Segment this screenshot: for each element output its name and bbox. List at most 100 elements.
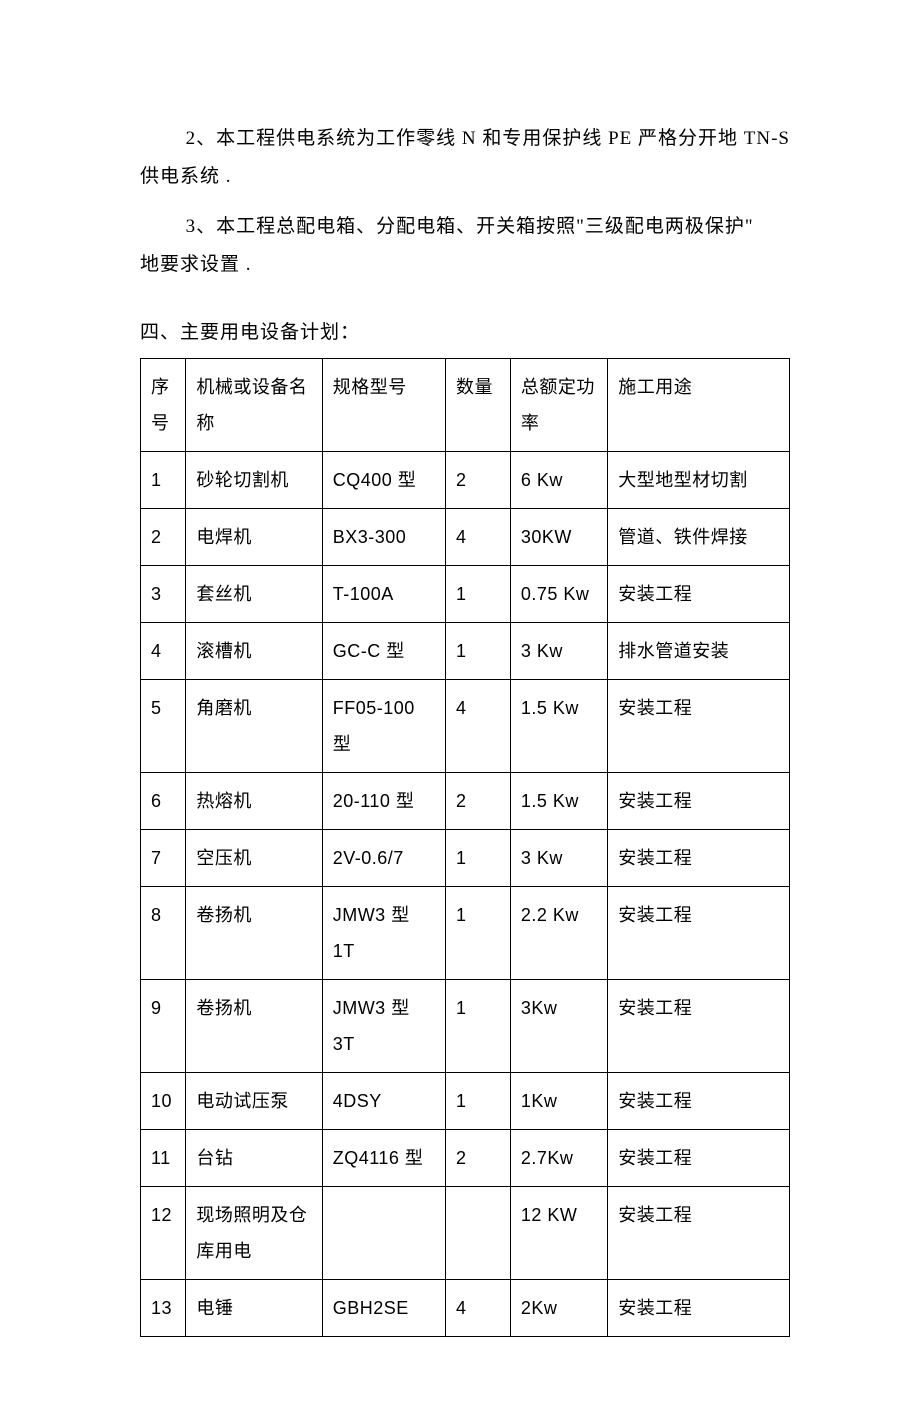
cell-use: 安装工程 — [608, 680, 790, 773]
cell-qty: 2 — [446, 1130, 511, 1187]
cell-qty: 2 — [446, 773, 511, 830]
cell-name: 电焊机 — [186, 509, 322, 566]
table-row: 11台钻ZQ4116 型22.7Kw安装工程 — [141, 1130, 790, 1187]
cell-use: 安装工程 — [608, 1130, 790, 1187]
table-row: 4滚槽机GC-C 型13 Kw排水管道安装 — [141, 623, 790, 680]
cell-seq: 9 — [141, 980, 186, 1073]
table-row: 8卷扬机JMW3 型 1T12.2 Kw安装工程 — [141, 887, 790, 980]
equipment-plan-table: 序号 机械或设备名称 规格型号 数量 总额定功率 施工用途 1砂轮切割机CQ40… — [140, 358, 790, 1337]
cell-qty: 4 — [446, 509, 511, 566]
section-4-title: 四、主要用电设备计划： — [140, 314, 790, 352]
equipment-table-body: 1砂轮切割机CQ400 型26 Kw大型地型材切割2电焊机BX3-300430K… — [141, 452, 790, 1337]
col-header-use: 施工用途 — [608, 359, 790, 452]
cell-name: 滚槽机 — [186, 623, 322, 680]
col-header-power: 总额定功率 — [510, 359, 607, 452]
cell-qty: 1 — [446, 566, 511, 623]
cell-seq: 8 — [141, 887, 186, 980]
cell-spec: ZQ4116 型 — [322, 1130, 445, 1187]
cell-seq: 3 — [141, 566, 186, 623]
cell-seq: 5 — [141, 680, 186, 773]
cell-qty: 4 — [446, 1280, 511, 1337]
cell-qty: 1 — [446, 980, 511, 1073]
paragraph-2: 2、本工程供电系统为工作零线 N 和专用保护线 PE 严格分开地 TN-S 供电… — [140, 120, 790, 196]
table-row: 5角磨机FF05-100 型41.5 Kw安装工程 — [141, 680, 790, 773]
cell-use: 安装工程 — [608, 773, 790, 830]
cell-name: 卷扬机 — [186, 887, 322, 980]
cell-use: 安装工程 — [608, 830, 790, 887]
cell-qty: 1 — [446, 623, 511, 680]
cell-spec: JMW3 型 1T — [322, 887, 445, 980]
cell-name: 卷扬机 — [186, 980, 322, 1073]
table-row: 9卷扬机JMW3 型 3T13Kw安装工程 — [141, 980, 790, 1073]
cell-use: 安装工程 — [608, 1187, 790, 1280]
cell-qty: 2 — [446, 452, 511, 509]
cell-power: 0.75 Kw — [510, 566, 607, 623]
cell-name: 现场照明及仓库用电 — [186, 1187, 322, 1280]
cell-spec: GBH2SE — [322, 1280, 445, 1337]
cell-power: 30KW — [510, 509, 607, 566]
cell-seq: 7 — [141, 830, 186, 887]
cell-spec — [322, 1187, 445, 1280]
cell-seq: 10 — [141, 1073, 186, 1130]
table-header-row: 序号 机械或设备名称 规格型号 数量 总额定功率 施工用途 — [141, 359, 790, 452]
cell-name: 电锤 — [186, 1280, 322, 1337]
cell-qty: 1 — [446, 887, 511, 980]
cell-seq: 11 — [141, 1130, 186, 1187]
table-row: 12现场照明及仓库用电 12 KW安装工程 — [141, 1187, 790, 1280]
cell-use: 安装工程 — [608, 887, 790, 980]
cell-name: 电动试压泵 — [186, 1073, 322, 1130]
cell-use: 大型地型材切割 — [608, 452, 790, 509]
cell-seq: 12 — [141, 1187, 186, 1280]
cell-seq: 2 — [141, 509, 186, 566]
cell-name: 热熔机 — [186, 773, 322, 830]
table-row: 7空压机2V-0.6/713 Kw安装工程 — [141, 830, 790, 887]
cell-power: 3Kw — [510, 980, 607, 1073]
col-header-spec: 规格型号 — [322, 359, 445, 452]
cell-power: 12 KW — [510, 1187, 607, 1280]
cell-name: 套丝机 — [186, 566, 322, 623]
paragraph-3-line1: 3、本工程总配电箱、分配电箱、开关箱按照"三级配电两极保护" — [140, 208, 790, 246]
cell-seq: 4 — [141, 623, 186, 680]
cell-use: 排水管道安装 — [608, 623, 790, 680]
cell-power: 1.5 Kw — [510, 773, 607, 830]
cell-power: 2.2 Kw — [510, 887, 607, 980]
cell-spec: GC-C 型 — [322, 623, 445, 680]
cell-name: 台钻 — [186, 1130, 322, 1187]
col-header-name: 机械或设备名称 — [186, 359, 322, 452]
cell-power: 1.5 Kw — [510, 680, 607, 773]
cell-use: 管道、铁件焊接 — [608, 509, 790, 566]
cell-power: 1Kw — [510, 1073, 607, 1130]
col-header-qty: 数量 — [446, 359, 511, 452]
table-row: 3套丝机T-100A10.75 Kw安装工程 — [141, 566, 790, 623]
cell-seq: 1 — [141, 452, 186, 509]
cell-use: 安装工程 — [608, 1073, 790, 1130]
cell-spec: 2V-0.6/7 — [322, 830, 445, 887]
cell-spec: 4DSY — [322, 1073, 445, 1130]
cell-name: 角磨机 — [186, 680, 322, 773]
cell-power: 2.7Kw — [510, 1130, 607, 1187]
table-row: 10电动试压泵4DSY11Kw安装工程 — [141, 1073, 790, 1130]
cell-spec: BX3-300 — [322, 509, 445, 566]
cell-spec: FF05-100 型 — [322, 680, 445, 773]
cell-name: 砂轮切割机 — [186, 452, 322, 509]
cell-name: 空压机 — [186, 830, 322, 887]
cell-use: 安装工程 — [608, 1280, 790, 1337]
cell-seq: 13 — [141, 1280, 186, 1337]
cell-spec: T-100A — [322, 566, 445, 623]
document-page: 2、本工程供电系统为工作零线 N 和专用保护线 PE 严格分开地 TN-S 供电… — [0, 0, 920, 1417]
col-header-seq: 序号 — [141, 359, 186, 452]
cell-power: 3 Kw — [510, 623, 607, 680]
cell-spec: JMW3 型 3T — [322, 980, 445, 1073]
cell-power: 6 Kw — [510, 452, 607, 509]
cell-use: 安装工程 — [608, 980, 790, 1073]
cell-qty: 1 — [446, 1073, 511, 1130]
cell-qty: 4 — [446, 680, 511, 773]
cell-power: 2Kw — [510, 1280, 607, 1337]
table-row: 6热熔机20-110 型21.5 Kw安装工程 — [141, 773, 790, 830]
cell-qty — [446, 1187, 511, 1280]
cell-seq: 6 — [141, 773, 186, 830]
cell-qty: 1 — [446, 830, 511, 887]
table-row: 2电焊机BX3-300430KW管道、铁件焊接 — [141, 509, 790, 566]
paragraph-3-line2: 地要求设置 . — [140, 246, 790, 284]
table-row: 1砂轮切割机CQ400 型26 Kw大型地型材切割 — [141, 452, 790, 509]
